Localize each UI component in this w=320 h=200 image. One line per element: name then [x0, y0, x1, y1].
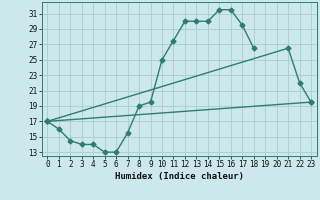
X-axis label: Humidex (Indice chaleur): Humidex (Indice chaleur) — [115, 172, 244, 181]
